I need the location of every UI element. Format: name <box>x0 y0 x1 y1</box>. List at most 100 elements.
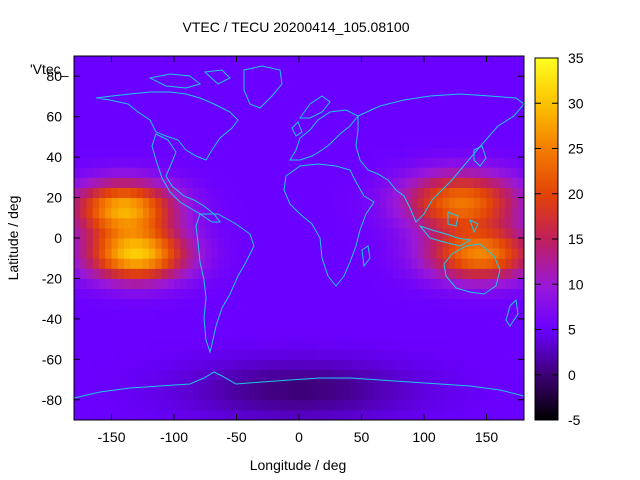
heatmap-cell <box>192 86 200 97</box>
heatmap-cell <box>274 409 281 420</box>
heatmap-cell <box>305 379 312 391</box>
heatmap-cell <box>80 96 87 108</box>
heatmap-cell <box>355 56 362 67</box>
heatmap-cell <box>367 318 375 330</box>
heatmap-cell <box>411 258 419 269</box>
heatmap-cell <box>411 349 419 360</box>
heatmap-cell <box>455 268 462 279</box>
heatmap-cell <box>405 116 412 128</box>
heatmap-cell <box>424 399 431 411</box>
heatmap-cell <box>455 339 462 350</box>
heatmap-cell <box>330 359 337 370</box>
heatmap-cell <box>230 207 237 219</box>
x-tick-label: 150 <box>475 429 499 445</box>
heatmap-cell <box>249 86 256 97</box>
heatmap-cell <box>80 248 87 259</box>
heatmap-cell <box>399 339 406 350</box>
heatmap-cell <box>211 318 219 330</box>
heatmap-cell <box>336 359 344 370</box>
heatmap-cell <box>242 147 250 158</box>
heatmap-cell <box>367 308 375 320</box>
heatmap-cell <box>342 298 350 310</box>
heatmap-cell <box>336 76 344 87</box>
heatmap-cell <box>217 136 225 148</box>
heatmap-cell <box>136 76 144 87</box>
heatmap-cell <box>330 157 337 168</box>
heatmap-cell <box>324 96 331 108</box>
heatmap-cell <box>224 197 231 209</box>
heatmap-cell <box>405 379 412 391</box>
heatmap-cell <box>105 288 112 300</box>
heatmap-cell <box>324 298 331 310</box>
heatmap-cell <box>242 66 250 77</box>
heatmap-cell <box>186 96 194 108</box>
heatmap-cell <box>461 136 469 148</box>
heatmap-cell <box>305 76 312 87</box>
heatmap-cell <box>405 96 412 108</box>
heatmap-cell <box>92 177 100 188</box>
heatmap-cell <box>124 147 131 158</box>
heatmap-cell <box>224 359 231 370</box>
heatmap-cell <box>392 369 400 381</box>
heatmap-cell <box>361 187 369 199</box>
heatmap-cell <box>280 136 287 148</box>
heatmap-cell <box>155 399 162 411</box>
heatmap-cell <box>211 369 219 381</box>
heatmap-cell <box>255 308 262 320</box>
heatmap-cell <box>436 217 444 229</box>
heatmap-cell <box>205 157 212 168</box>
heatmap-cell <box>274 227 281 239</box>
heatmap-cell <box>392 248 400 259</box>
heatmap-cell <box>267 339 275 350</box>
x-tick-label: -100 <box>160 429 188 445</box>
heatmap-cell <box>186 288 194 300</box>
heatmap-cell <box>99 136 106 148</box>
heatmap-cell <box>361 217 369 229</box>
heatmap-cell <box>249 106 256 118</box>
heatmap-cell <box>286 349 294 360</box>
heatmap-cell <box>74 399 81 411</box>
heatmap-cell <box>211 207 219 219</box>
heatmap-cell <box>505 389 512 401</box>
heatmap-cell <box>461 157 469 168</box>
heatmap-cell <box>511 258 519 269</box>
heatmap-cell <box>474 268 481 279</box>
heatmap-cell <box>430 399 437 411</box>
coastline-british-isles <box>291 121 303 137</box>
heatmap-cell <box>192 136 200 148</box>
heatmap-cell <box>411 76 419 87</box>
heatmap-cell <box>105 268 112 279</box>
heatmap-cell <box>186 389 194 401</box>
heatmap-cell <box>386 227 394 239</box>
heatmap-cell <box>342 278 350 290</box>
heatmap-cell <box>517 126 524 138</box>
heatmap-cell <box>174 207 181 219</box>
heatmap-cell <box>280 227 287 239</box>
heatmap-cell <box>486 177 494 188</box>
heatmap-cell <box>217 288 225 300</box>
heatmap-cell <box>505 288 512 300</box>
heatmap-cell <box>436 207 444 219</box>
heatmap-cell <box>324 187 331 199</box>
heatmap-cell <box>336 329 344 340</box>
heatmap-cell <box>499 359 506 370</box>
heatmap-cell <box>517 227 524 239</box>
heatmap-cell <box>255 248 262 259</box>
heatmap-cell <box>224 318 231 330</box>
heatmap-cell <box>324 329 331 340</box>
heatmap-cell <box>505 308 512 320</box>
heatmap-cell <box>492 86 500 97</box>
heatmap-cell <box>286 359 294 370</box>
heatmap-cell <box>186 359 194 370</box>
heatmap-cell <box>124 389 131 401</box>
heatmap-cell <box>167 197 175 209</box>
heatmap-cell <box>361 379 369 391</box>
heatmap-cell <box>424 207 431 219</box>
heatmap-cell <box>449 329 456 340</box>
heatmap-cell <box>461 268 469 279</box>
heatmap-cell <box>405 207 412 219</box>
heatmap-cell <box>311 96 319 108</box>
heatmap-cell <box>511 147 519 158</box>
heatmap-cell <box>486 76 494 87</box>
heatmap-cell <box>161 409 169 420</box>
